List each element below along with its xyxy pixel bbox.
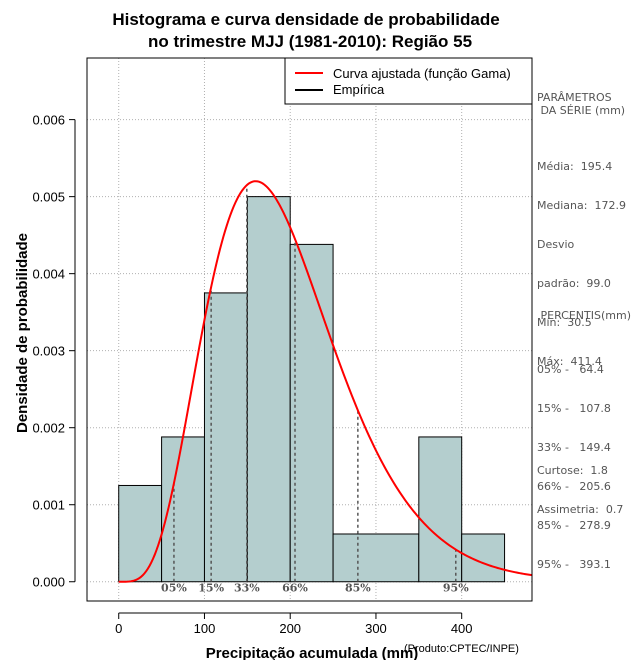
x-tick-label-3: 300 bbox=[365, 621, 387, 636]
y-axis: 0.000 0.001 0.002 0.003 0.004 0.005 0.006 bbox=[32, 113, 76, 590]
percentil-95: 95% - 393.1 bbox=[537, 558, 611, 571]
param-mean: Média: 195.4 bbox=[537, 160, 613, 173]
percentil-66: 66% - 205.6 bbox=[537, 480, 611, 493]
gamma-curve bbox=[118, 180, 533, 583]
param-min: Mín: 30.5 bbox=[537, 316, 592, 329]
stat-kurtosis: Curtose: 1.8 bbox=[537, 464, 608, 477]
x-tick-label-0: 0 bbox=[115, 621, 122, 636]
histogram-bars bbox=[118, 196, 506, 583]
histogram-bar-7 bbox=[461, 533, 506, 583]
x-axis: 0 100 200 300 400 bbox=[115, 612, 473, 636]
histogram-bar-4 bbox=[289, 243, 334, 583]
percentis-list: 05% - 64.4 15% - 107.8 33% - 149.4 66% -… bbox=[537, 337, 611, 584]
percentile-lines: 05% 15% 33% 66% 85% 95% bbox=[161, 185, 469, 595]
percentile-label-05: 05% bbox=[161, 582, 187, 595]
percentile-label-33: 33% bbox=[234, 582, 260, 595]
percentile-label-85: 85% bbox=[345, 582, 371, 595]
legend-curve-label: Curva ajustada (função Gama) bbox=[333, 66, 511, 81]
percentile-label-95: 95% bbox=[443, 582, 469, 595]
x-tick-label-1: 100 bbox=[194, 621, 216, 636]
param-median: Mediana: 172.9 bbox=[537, 199, 626, 212]
y-tick-label-1: 0.001 bbox=[32, 498, 65, 513]
legend: Curva ajustada (função Gama) Empírica bbox=[284, 57, 533, 105]
params-title-1: PARÂMETROS bbox=[537, 91, 612, 104]
x-tick-label-2: 200 bbox=[279, 621, 301, 636]
param-std-label: Desvio bbox=[537, 238, 575, 251]
y-tick-label-5: 0.005 bbox=[32, 190, 65, 205]
legend-box bbox=[284, 57, 533, 105]
legend-empirical-label: Empírica bbox=[333, 82, 385, 97]
histogram-bar-6 bbox=[418, 436, 463, 583]
y-tick-label-2: 0.002 bbox=[32, 421, 65, 436]
x-tick-label-4: 400 bbox=[451, 621, 473, 636]
param-max: Máx: 411.4 bbox=[537, 355, 602, 368]
params-title-2: DA SÉRIE (mm) bbox=[537, 104, 626, 117]
chart-title-line-2: no trimestre MJJ (1981-2010): Região 55 bbox=[148, 32, 472, 51]
y-tick-label-0: 0.000 bbox=[32, 575, 65, 590]
x-axis-label: Precipitação acumulada (mm) bbox=[206, 645, 419, 660]
y-tick-label-6: 0.006 bbox=[32, 113, 65, 128]
y-tick-label-3: 0.003 bbox=[32, 344, 65, 359]
param-std: padrão: 99.0 bbox=[537, 277, 611, 290]
y-tick-label-4: 0.004 bbox=[32, 267, 65, 282]
histogram-bar-5 bbox=[332, 533, 420, 583]
percentil-33: 33% - 149.4 bbox=[537, 441, 611, 454]
percentil-85: 85% - 278.9 bbox=[537, 519, 611, 532]
percentil-15: 15% - 107.8 bbox=[537, 402, 611, 415]
gamma-curve-group bbox=[118, 180, 533, 583]
chart-title-line-1: Histograma e curva densidade de probabil… bbox=[112, 10, 499, 29]
histogram-bar-0 bbox=[118, 484, 163, 583]
stat-skewness: Assimetria: 0.7 bbox=[537, 503, 624, 516]
percentis-title: PERCENTIS(mm) bbox=[537, 309, 631, 322]
histogram-bar-3 bbox=[246, 196, 291, 583]
percentile-label-15: 15% bbox=[198, 582, 224, 595]
percentile-label-66: 66% bbox=[282, 582, 308, 595]
credit-text: (Produto:CPTEC/INPE) bbox=[404, 643, 519, 655]
params-list: Média: 195.4 Mediana: 172.9 Desvio padrã… bbox=[537, 134, 626, 381]
y-axis-label: Densidade de probabilidade bbox=[14, 233, 31, 433]
percentil-05: 05% - 64.4 bbox=[537, 363, 604, 376]
stats-list: Curtose: 1.8 Assimetria: 0.7 bbox=[537, 438, 623, 529]
